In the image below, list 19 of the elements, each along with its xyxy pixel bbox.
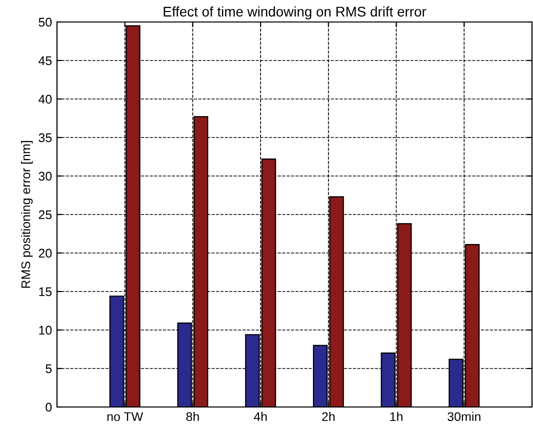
y-tick-label: 5 [46, 364, 52, 374]
chart-title: Effect of time windowing on RMS drift error [164, 6, 426, 20]
y-tick-label: 0 [46, 402, 52, 412]
x-tick-label: 4h [254, 412, 267, 421]
y-tick-label: 20 [38, 248, 52, 258]
y-tick-label: 40 [38, 94, 52, 104]
x-tick-label: 30min [448, 412, 480, 422]
y-tick-label: 50 [38, 18, 52, 27]
y-axis-title: RMS positioning error [nm] [21, 141, 33, 288]
y-tick-label: 30 [38, 172, 52, 181]
x-tick-label: 8h [186, 412, 199, 422]
x-tick-label: 1h [390, 412, 402, 421]
y-tick-label: 45 [38, 56, 52, 66]
y-tick-label: 15 [39, 287, 52, 296]
y-tick-label: 35 [38, 133, 52, 142]
y-tick-label: 10 [39, 326, 52, 335]
x-tick-label: no TW [107, 412, 144, 422]
y-tick-label: 25 [38, 210, 52, 220]
x-tick-label: 2h [322, 412, 335, 421]
